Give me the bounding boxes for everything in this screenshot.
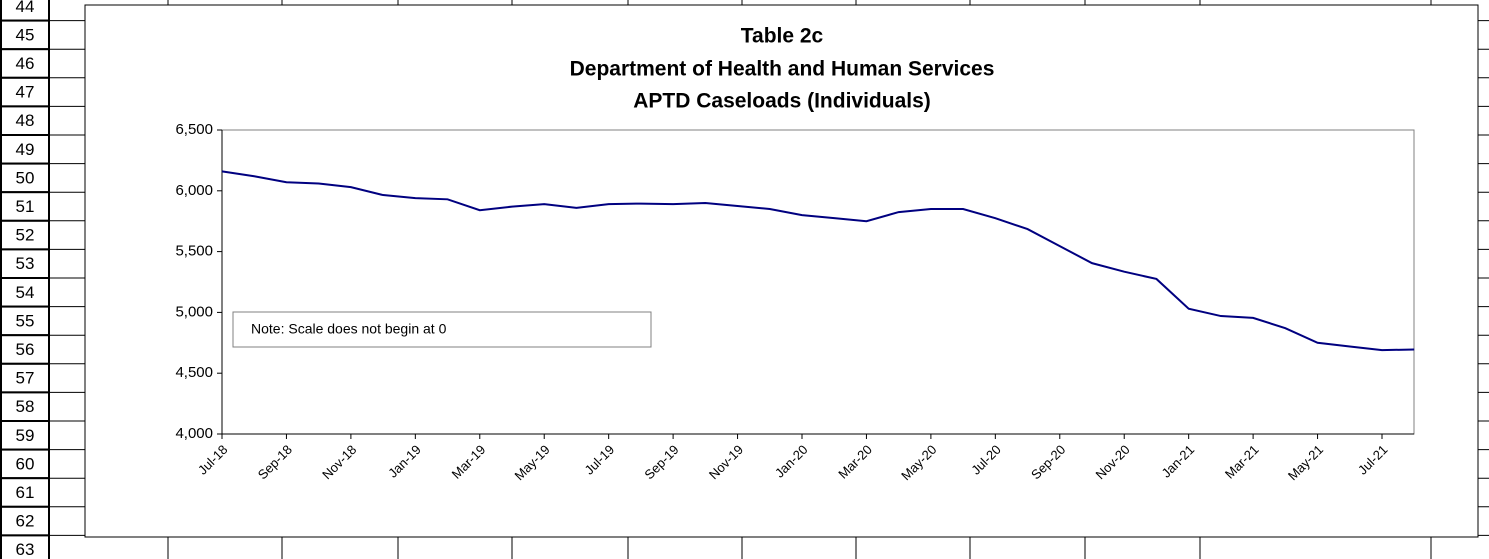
row-header: 54 (16, 283, 35, 302)
row-header: 49 (16, 140, 35, 159)
row-header: 48 (16, 111, 35, 130)
row-header-cell (0, 505, 50, 537)
note-box (232, 311, 652, 348)
y-tick-label: 5,500 (175, 243, 213, 260)
y-tick-label: 5,000 (175, 303, 213, 320)
chart-title: APTD Caseloads (Individuals) (633, 90, 931, 113)
plot-area (221, 129, 1415, 435)
row-header-cell (0, 76, 50, 108)
row-header: 50 (16, 168, 35, 187)
row-header: 56 (16, 340, 35, 359)
row-header: 45 (16, 25, 35, 44)
row-header: 59 (16, 426, 35, 445)
row-header: 44 (16, 0, 35, 16)
row-header: 53 (16, 254, 35, 273)
row-header-cell (0, 134, 50, 165)
row-header-cell (0, 391, 50, 422)
row-header-cell (0, 219, 50, 251)
y-tick-label: 4,500 (175, 364, 213, 381)
row-header-cell (0, 534, 50, 559)
line (221, 170, 1415, 352)
row-header: 52 (16, 226, 35, 245)
chart-title: Department of Health and Human Services (570, 58, 995, 81)
row-header-cell (0, 448, 50, 480)
row-header: 51 (16, 197, 35, 216)
row-header: 57 (16, 369, 35, 388)
row-header-cell (0, 105, 50, 137)
row-header: 63 (16, 540, 35, 559)
row-header-cell (0, 191, 50, 222)
y-tick-label: 6,000 (175, 182, 213, 199)
y-tick-label: 4,000 (175, 425, 213, 442)
row-header: 61 (16, 483, 35, 502)
row-header-cell (0, 48, 50, 79)
row-header: 55 (16, 311, 35, 330)
chart-title: Table 2c (741, 25, 824, 48)
row-header: 62 (16, 512, 35, 531)
row-header: 46 (16, 54, 35, 73)
row-header-cell (0, 248, 50, 279)
y-tick-label: 6,500 (175, 121, 213, 138)
row-header: 47 (16, 83, 35, 102)
note: Note: Scale does not begin at 0 (251, 321, 447, 337)
row-header: 58 (16, 397, 35, 416)
row-header: 60 (16, 454, 35, 473)
